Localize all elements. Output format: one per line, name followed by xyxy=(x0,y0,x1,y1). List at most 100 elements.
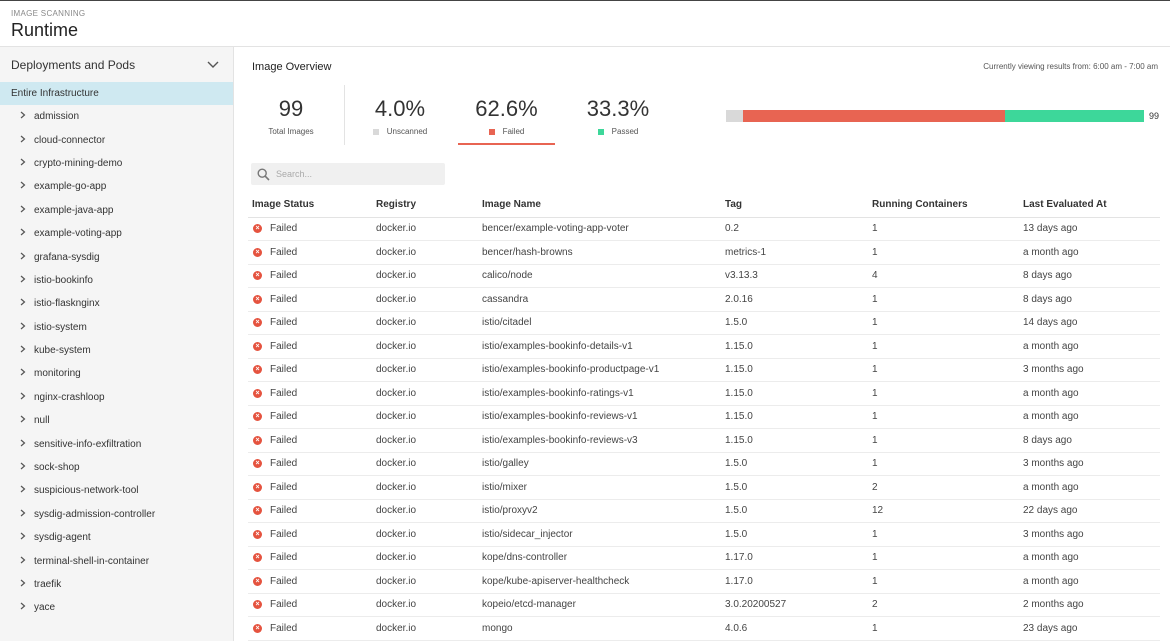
status-text: Failed xyxy=(270,434,298,446)
cell-running-containers: 1 xyxy=(868,240,1019,265)
chevron-right-icon xyxy=(20,205,34,216)
sidebar-item-sensitive-info-exfiltration[interactable]: sensitive-info-exfiltration xyxy=(0,432,233,455)
sidebar-item-terminal-shell-in-container[interactable]: terminal-shell-in-container xyxy=(0,549,233,572)
table-header-row: Image Status Registry Image Name Tag Run… xyxy=(248,192,1160,218)
failed-status-icon: × xyxy=(253,459,262,469)
chevron-right-icon xyxy=(20,439,34,450)
chevron-right-icon xyxy=(20,368,34,379)
status-badge: × Failed xyxy=(252,317,372,328)
sidebar-item-label: cloud-connector xyxy=(34,134,106,146)
cell-tag: 3.0.20200527 xyxy=(721,593,868,617)
table-row[interactable]: × Failed docker.io istio/citadel 1.5.0 1 14 da… xyxy=(248,311,1160,335)
table-row[interactable]: × Failed docker.io bencer/hash-browns metric… xyxy=(248,240,1160,265)
col-header-last-evaluated[interactable]: Last Evaluated At xyxy=(1019,192,1160,218)
table-row[interactable]: × Failed docker.io kope/kube-apiserver-heal… xyxy=(248,569,1160,594)
sidebar: Deployments and Pods Entire Infrastructu… xyxy=(0,47,234,641)
sidebar-item-suspicious-network-tool[interactable]: suspicious-network-tool xyxy=(0,479,233,502)
sidebar-item-monitoring[interactable]: monitoring xyxy=(0,362,233,385)
unscanned-stat[interactable]: 4.0% Unscanned xyxy=(365,95,435,136)
sidebar-item-label: monitoring xyxy=(34,368,81,380)
failed-status-icon: × xyxy=(253,412,262,422)
sidebar-item-entire-infrastructure[interactable]: Entire Infrastructure xyxy=(0,82,233,105)
cell-last-evaluated: 23 days ago xyxy=(1019,616,1160,641)
failed-stat-tab[interactable]: 62.6% Failed xyxy=(458,95,555,145)
table-row[interactable]: × Failed docker.io kopeio/etcd-manager 3.0.2… xyxy=(248,593,1160,617)
table-row[interactable]: × Failed docker.io istio/examples-bookinfo-… xyxy=(248,428,1160,453)
cell-image-name: istio/proxyv2 xyxy=(478,499,721,523)
status-text: Failed xyxy=(270,387,298,399)
sidebar-item-admission[interactable]: admission xyxy=(0,105,233,128)
sidebar-item-kube-system[interactable]: kube-system xyxy=(0,339,233,362)
sidebar-item-crypto-mining-demo[interactable]: crypto-mining-demo xyxy=(0,152,233,175)
sidebar-item-cloud-connector[interactable]: cloud-connector xyxy=(0,128,233,151)
sidebar-item-example-voting-app[interactable]: example-voting-app xyxy=(0,222,233,245)
cell-tag: 1.15.0 xyxy=(721,358,868,382)
cell-last-evaluated: 2 months ago xyxy=(1019,593,1160,617)
sidebar-item-null[interactable]: null xyxy=(0,409,233,432)
col-header-tag[interactable]: Tag xyxy=(721,192,868,218)
cell-registry: docker.io xyxy=(372,381,478,406)
cell-last-evaluated: 8 days ago xyxy=(1019,264,1160,288)
sidebar-item-label: null xyxy=(34,415,50,427)
cell-last-evaluated: a month ago xyxy=(1019,546,1160,570)
table-row[interactable]: × Failed docker.io istio/examples-bookinfo-… xyxy=(248,381,1160,406)
cell-image-name: bencer/hash-browns xyxy=(478,240,721,265)
passed-stat[interactable]: 33.3% Passed xyxy=(577,95,659,136)
col-header-registry[interactable]: Registry xyxy=(372,192,478,218)
table-row[interactable]: × Failed docker.io cassandra 2.0.16 1 8 days a… xyxy=(248,287,1160,312)
sidebar-item-sock-shop[interactable]: sock-shop xyxy=(0,456,233,479)
sidebar-item-sysdig-agent[interactable]: sysdig-agent xyxy=(0,526,233,549)
status-badge: × Failed xyxy=(252,223,372,234)
failed-status-icon: × xyxy=(253,318,262,328)
table-row[interactable]: × Failed docker.io istio/mixer 1.5.0 2 a month… xyxy=(248,475,1160,500)
sidebar-item-label: yace xyxy=(34,602,56,614)
sidebar-item-yace[interactable]: yace xyxy=(0,596,233,619)
table-row[interactable]: × Failed docker.io istio/examples-bookinfo-… xyxy=(248,405,1160,429)
cell-image-name: istio/examples-bookinfo-productpage-v1 xyxy=(478,358,721,382)
sidebar-item-label: sensitive-info-exfiltration xyxy=(34,438,142,450)
failed-status-icon: × xyxy=(253,341,262,351)
table-row[interactable]: × Failed docker.io istio/examples-bookinfo-… xyxy=(248,358,1160,382)
search-icon xyxy=(257,167,270,181)
cell-running-containers: 1 xyxy=(868,616,1019,641)
table-row[interactable]: × Failed docker.io istio/proxyv2 1.5.0 12 22 d… xyxy=(248,499,1160,523)
cell-image-name: calico/node xyxy=(478,264,721,288)
cell-tag: v3.13.3 xyxy=(721,264,868,288)
table-row[interactable]: × Failed docker.io istio/examples-bookinfo-… xyxy=(248,334,1160,359)
cell-image-name: bencer/example-voting-app-voter xyxy=(478,217,721,241)
cell-last-evaluated: a month ago xyxy=(1019,405,1160,429)
cell-tag: 1.5.0 xyxy=(721,311,868,335)
sidebar-item-grafana-sysdig[interactable]: grafana-sysdig xyxy=(0,245,233,268)
table-row[interactable]: × Failed docker.io mongo 4.0.6 1 23 days ago xyxy=(248,616,1160,641)
search-box[interactable] xyxy=(251,163,445,185)
sidebar-item-istio-bookinfo[interactable]: istio-bookinfo xyxy=(0,269,233,292)
sidebar-item-traefik[interactable]: traefik xyxy=(0,573,233,596)
image-overview-title: Image Overview xyxy=(252,61,332,73)
sidebar-item-label: example-java-app xyxy=(34,204,114,216)
sidebar-item-istio-flasknginx[interactable]: istio-flasknginx xyxy=(0,292,233,315)
failed-status-icon: × xyxy=(253,623,262,633)
deployments-pods-dropdown[interactable]: Deployments and Pods xyxy=(0,47,233,82)
search-input[interactable] xyxy=(276,169,436,179)
sidebar-item-example-java-app[interactable]: example-java-app xyxy=(0,199,233,222)
sidebar-item-sysdig-admission-controller[interactable]: sysdig-admission-controller xyxy=(0,503,233,526)
cell-image-name: kope/kube-apiserver-healthcheck xyxy=(478,569,721,594)
table-row[interactable]: × Failed docker.io bencer/example-voting-ap… xyxy=(248,217,1160,241)
table-row[interactable]: × Failed docker.io calico/node v3.13.3 4 8 day… xyxy=(248,264,1160,288)
col-header-image-name[interactable]: Image Name xyxy=(478,192,721,218)
cell-tag: 4.0.6 xyxy=(721,616,868,641)
chevron-right-icon xyxy=(20,158,34,169)
col-header-running-containers[interactable]: Running Containers xyxy=(868,192,1019,218)
table-row[interactable]: × Failed docker.io kope/dns-controller 1.17.… xyxy=(248,546,1160,570)
table-row[interactable]: × Failed docker.io istio/sidecar_injector 1.… xyxy=(248,522,1160,547)
failed-status-icon: × xyxy=(253,553,262,563)
cell-last-evaluated: 14 days ago xyxy=(1019,311,1160,335)
sidebar-item-istio-system[interactable]: istio-system xyxy=(0,316,233,339)
cell-image-name: istio/examples-bookinfo-details-v1 xyxy=(478,334,721,359)
status-badge: × Failed xyxy=(252,552,372,563)
table-row[interactable]: × Failed docker.io istio/galley 1.5.0 1 3 mont… xyxy=(248,452,1160,476)
sidebar-item-nginx-crashloop[interactable]: nginx-crashloop xyxy=(0,386,233,409)
cell-registry: docker.io xyxy=(372,217,478,241)
sidebar-item-example-go-app[interactable]: example-go-app xyxy=(0,175,233,198)
col-header-image-status[interactable]: Image Status xyxy=(248,192,372,218)
